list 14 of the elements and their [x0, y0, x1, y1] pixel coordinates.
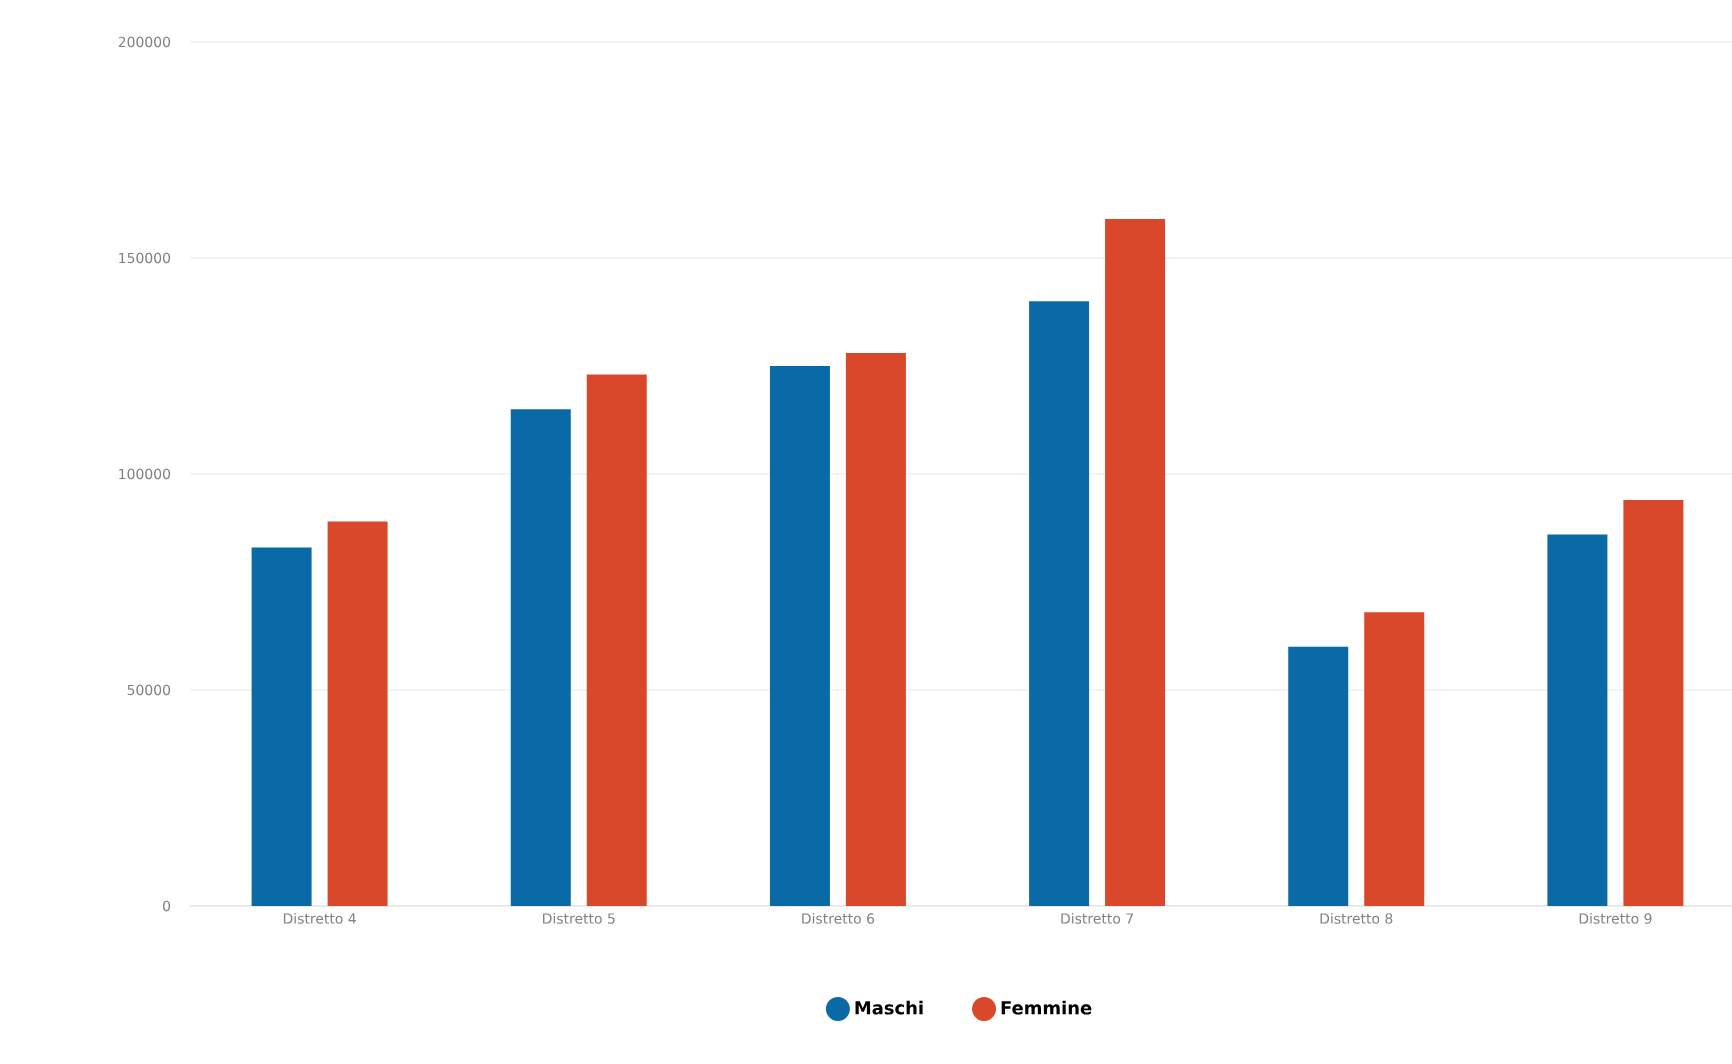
- bar: [1029, 301, 1090, 906]
- bar: [1547, 534, 1608, 906]
- bar: [586, 374, 647, 906]
- bar: [1364, 612, 1425, 906]
- bar: [327, 521, 388, 906]
- bar: [769, 365, 830, 906]
- legend-label: Femmine: [1001, 1000, 1092, 1015]
- bar: [1623, 499, 1684, 906]
- bar: [510, 409, 571, 906]
- legend-label: Maschi: [855, 1000, 923, 1015]
- bar: [1288, 646, 1349, 906]
- bar: [251, 547, 312, 906]
- bar: [1105, 219, 1166, 906]
- bar: [845, 353, 906, 906]
